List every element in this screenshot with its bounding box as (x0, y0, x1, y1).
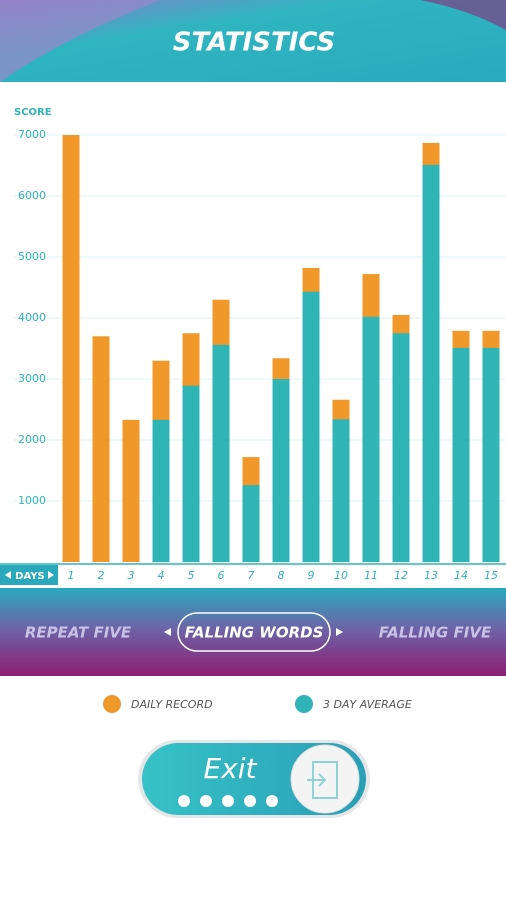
x-tick-label: 10 (334, 569, 348, 582)
x-tick-label: 11 (364, 569, 378, 582)
legend-label: DAILY RECORD (131, 698, 213, 711)
bar (242, 485, 260, 562)
bar (212, 344, 230, 562)
x-tick-label: 5 (188, 569, 195, 582)
x-tick-label: 6 (218, 569, 225, 582)
bar (452, 347, 470, 562)
bar (62, 135, 80, 562)
bar (152, 419, 170, 562)
mode-option[interactable]: REPEAT FIVE (25, 624, 132, 642)
x-tick-label: 15 (484, 569, 498, 582)
y-tick-label: 2000 (18, 433, 46, 446)
mode-selected[interactable]: FALLING WORDS (185, 624, 324, 642)
y-tick-label: 5000 (18, 250, 46, 263)
header-accent (0, 0, 160, 82)
x-tick-label: 7 (248, 569, 255, 582)
days-arrows[interactable] (5, 571, 54, 579)
exit-door-icon (307, 761, 338, 799)
exit-label[interactable]: Exit (203, 752, 257, 785)
x-axis-strip (0, 564, 506, 586)
mode-option[interactable]: FALLING FIVE (379, 624, 492, 642)
legend: DAILY RECORD 3 DAY AVERAGE (103, 695, 412, 713)
bar (302, 291, 320, 562)
y-tick-label: 6000 (18, 189, 46, 202)
legend-swatch (103, 695, 121, 713)
bar (482, 347, 500, 562)
legend-label: 3 DAY AVERAGE (323, 698, 412, 711)
mode-band (0, 588, 506, 676)
legend-swatch (295, 695, 313, 713)
header-title: STATISTICS (173, 28, 336, 58)
bar (272, 379, 290, 562)
x-tick-label: 8 (278, 569, 285, 582)
days-tab (0, 565, 58, 585)
y-axis-label: SCORE (14, 107, 52, 118)
exit-dots (178, 795, 278, 807)
bar (362, 316, 380, 562)
x-tick-label: 2 (98, 569, 105, 582)
y-tick-label: 7000 (18, 128, 46, 141)
bar (92, 336, 110, 562)
bar (332, 419, 350, 562)
y-tick-label: 3000 (18, 372, 46, 385)
y-tick-label: 4000 (18, 311, 46, 324)
header-accent (420, 0, 506, 30)
x-tick-label: 4 (158, 569, 165, 582)
bar (122, 419, 140, 562)
x-tick-label: 14 (454, 569, 468, 582)
x-tick-label: 9 (308, 569, 315, 582)
x-tick-label: 13 (424, 569, 438, 582)
bar (422, 164, 440, 562)
x-axis-label: DAYS (15, 571, 45, 582)
mode-selected-frame (177, 612, 331, 652)
x-tick-label: 3 (128, 569, 135, 582)
y-tick-label: 1000 (18, 494, 46, 507)
bar (392, 333, 410, 562)
x-tick-label: 12 (394, 569, 408, 582)
x-tick-label: 1 (68, 569, 75, 582)
bar (182, 385, 200, 562)
